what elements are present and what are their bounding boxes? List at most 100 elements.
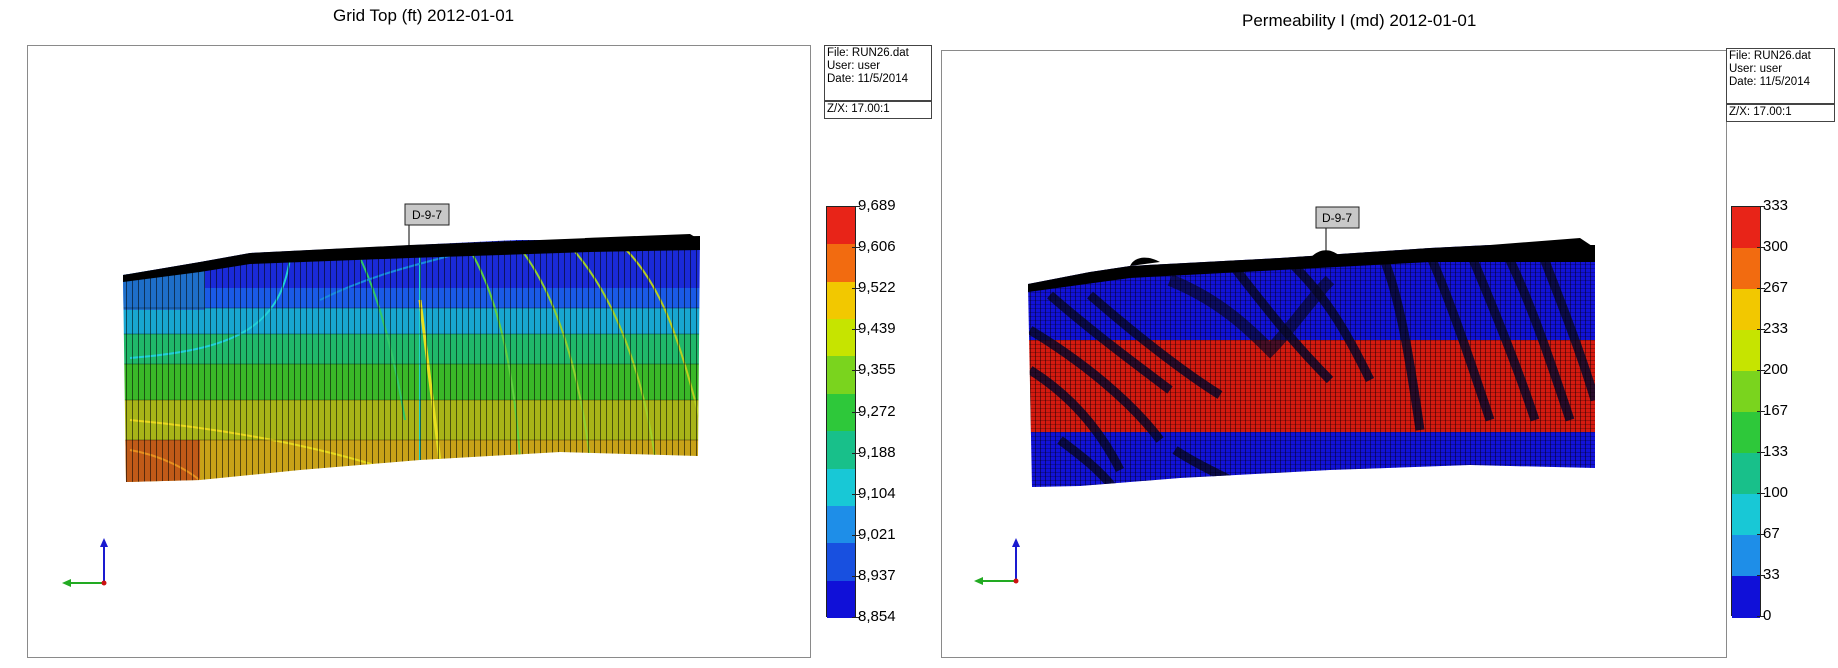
left-legend-tick	[852, 411, 860, 413]
right-legend-swatch	[1732, 371, 1760, 413]
right-legend-label: 100	[1763, 484, 1789, 501]
left-legend-label: 8,937	[858, 566, 896, 584]
left-legend-label: 9,355	[858, 361, 896, 379]
left-legend-label: 9,021	[858, 525, 896, 543]
left-color-legend	[826, 206, 856, 619]
left-legend-tick	[852, 247, 860, 249]
right-legend-swatch	[1732, 289, 1760, 331]
right-legend-tick	[1757, 452, 1765, 453]
left-plot-title: Grid Top (ft) 2012-01-01	[333, 6, 515, 25]
left-legend-label: 9,606	[858, 238, 896, 256]
right-legend-tick	[1757, 411, 1765, 412]
left-legend-tick	[852, 534, 860, 536]
axis-z-arrow	[100, 538, 108, 547]
left-panel: Grid Top (ft) 2012-01-01	[0, 0, 932, 668]
left-legend-swatch	[827, 505, 855, 544]
left-legend-swatch	[827, 543, 855, 582]
right-legend-tick	[1757, 616, 1765, 617]
left-legend-swatch	[827, 393, 855, 432]
right-legend-swatch	[1732, 207, 1760, 249]
info-file: File: RUN26.dat	[827, 47, 909, 59]
well-label: D-9-7	[1322, 211, 1352, 225]
left-legend-tick	[852, 329, 860, 331]
left-legend-swatch	[827, 207, 855, 245]
left-legend-tick	[852, 493, 860, 495]
left-legend-swatch	[827, 468, 855, 507]
axis-y-dot	[1013, 578, 1019, 584]
right-legend-swatch	[1732, 494, 1760, 536]
right-legend-label: 67	[1763, 525, 1780, 542]
left-legend-swatch	[827, 580, 855, 619]
grid-overlay	[123, 240, 700, 482]
axis-z-arrow	[1012, 538, 1020, 547]
well-label: D-9-7	[412, 208, 442, 222]
right-legend-tick	[1757, 575, 1765, 576]
left-legend-tick	[852, 370, 860, 372]
right-plot-title: Permeability I (md) 2012-01-01	[1242, 11, 1477, 30]
left-legend-label: 8,854	[858, 608, 896, 625]
left-legend-label: 9,104	[858, 484, 896, 502]
left-legend-swatch	[827, 281, 855, 320]
right-color-legend	[1731, 206, 1761, 618]
right-legend-swatch	[1732, 330, 1760, 372]
left-info-box: File: RUN26.dat User: user Date: 11/5/20…	[824, 45, 932, 101]
right-legend-label: 233	[1763, 320, 1789, 337]
right-legend-swatch	[1732, 576, 1760, 618]
right-info-box: File: RUN26.dat User: user Date: 11/5/20…	[1726, 48, 1835, 104]
right-legend-tick	[1757, 493, 1765, 494]
right-legend-tick	[1757, 534, 1765, 535]
right-legend-label: 333	[1763, 197, 1789, 214]
right-legend-label: 300	[1763, 238, 1789, 255]
left-legend-label: 9,272	[858, 402, 896, 420]
well-label-box[interactable]	[1315, 206, 1360, 229]
left-legend-tick	[852, 617, 860, 618]
left-legend-swatch	[827, 244, 855, 283]
right-legend-label: 267	[1763, 279, 1789, 296]
right-legend-label: 33	[1763, 566, 1780, 583]
right-legend-label: 133	[1763, 443, 1789, 460]
right-legend-tick	[1757, 206, 1765, 207]
left-legend-tick	[852, 452, 860, 454]
right-legend-tick	[1757, 247, 1765, 248]
right-panel: Permeability I (md) 2012-01-01	[930, 0, 1838, 668]
left-legend-tick	[852, 206, 860, 207]
reservoir-top-cap	[585, 234, 700, 248]
left-reservoir-view[interactable]: D-9-7	[0, 0, 930, 668]
left-legend-label: 9,522	[858, 279, 896, 297]
right-legend-label: 0	[1763, 607, 1772, 624]
info-user: User: user	[1729, 63, 1783, 75]
info-date: Date: 11/5/2014	[827, 73, 908, 85]
right-zx-box: Z/X: 17.00:1	[1726, 104, 1835, 122]
right-legend-swatch	[1732, 248, 1760, 290]
right-legend-tick	[1757, 370, 1765, 371]
info-date: Date: 11/5/2014	[1729, 76, 1810, 88]
axis-y-dot	[101, 580, 107, 586]
left-legend-label: 9,689	[858, 197, 896, 214]
left-legend-tick	[852, 288, 860, 290]
reservoir-top-cap	[1028, 245, 1595, 292]
axis-x-arrow	[974, 577, 983, 585]
info-file: File: RUN26.dat	[1729, 50, 1811, 62]
left-zx-box: Z/X: 17.00:1	[824, 101, 932, 119]
right-reservoir-view[interactable]: D-9-7	[930, 0, 1838, 668]
right-legend-tick	[1757, 329, 1765, 330]
well-label-box[interactable]	[404, 203, 450, 226]
left-legend-swatch	[827, 431, 855, 470]
left-legend-tick	[852, 575, 860, 577]
reservoir-top-cap	[1130, 257, 1160, 266]
left-legend-label: 9,439	[858, 320, 896, 338]
info-user: User: user	[827, 60, 881, 72]
reservoir-top-cap	[123, 236, 700, 282]
left-legend-swatch	[827, 356, 855, 395]
left-legend-swatch	[827, 319, 855, 357]
right-legend-label: 167	[1763, 402, 1789, 419]
right-legend-swatch	[1732, 453, 1760, 495]
reservoir-top-cap	[1490, 238, 1595, 258]
left-legend-label: 9,188	[858, 443, 896, 461]
right-legend-label: 200	[1763, 361, 1789, 378]
grid-overlay	[1028, 245, 1595, 487]
axis-x-arrow	[62, 579, 71, 587]
right-legend-swatch	[1732, 535, 1760, 577]
reservoir-top-cap	[1310, 250, 1340, 258]
right-legend-tick	[1757, 288, 1765, 289]
